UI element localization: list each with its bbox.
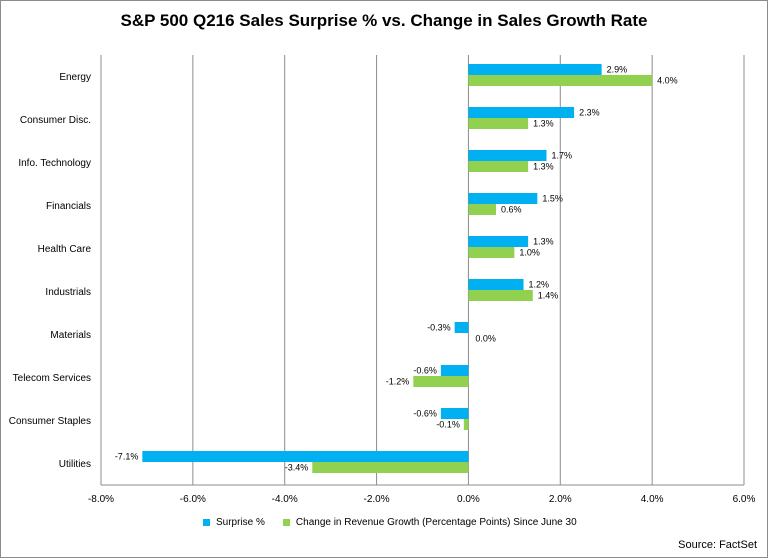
bar-surprise [468,193,538,204]
bar-revenue-growth [312,462,469,473]
data-label-revenue-growth: 1.0% [519,248,540,258]
data-label-surprise: 1.7% [552,151,573,161]
legend-label-surprise: Surprise % [216,517,265,528]
bar-surprise [142,451,469,462]
data-label-revenue-growth: -3.4% [285,463,309,473]
legend: Surprise % Change in Revenue Growth (Per… [203,517,595,528]
bar-revenue-growth [468,161,529,172]
category-label: Info. Technology [18,158,91,169]
data-label-revenue-growth: 0.0% [475,334,496,344]
x-tick-label: -2.0% [364,494,390,505]
x-tick-label: -8.0% [88,494,114,505]
data-label-revenue-growth: 1.3% [533,119,554,129]
data-labels: 2.9%4.0%2.3%1.3%1.7%1.3%1.5%0.6%1.3%1.0%… [115,65,678,473]
x-tick-label: -6.0% [180,494,206,505]
bar-surprise [468,236,529,247]
x-tick-label: 6.0% [733,494,756,505]
data-label-revenue-growth: 1.3% [533,162,554,172]
legend-item-surprise: Surprise % [203,517,265,528]
category-label: Telecom Services [13,373,91,384]
data-label-surprise: -0.3% [427,323,451,333]
category-label: Industrials [45,287,91,298]
category-label: Energy [59,72,91,83]
category-label: Health Care [38,244,92,255]
bar-revenue-growth [468,247,515,258]
category-label: Materials [50,330,91,341]
chart-title: S&P 500 Q216 Sales Surprise % vs. Change… [120,11,648,30]
category-label: Utilities [59,459,91,470]
bar-revenue-growth [468,118,529,129]
legend-swatch-revenue-growth [282,519,290,526]
category-label: Financials [46,201,91,212]
data-label-surprise: -0.6% [413,409,437,419]
x-tick-label: 4.0% [641,494,664,505]
bar-surprise [440,408,469,419]
bar-revenue-growth [463,419,469,430]
bar-surprise [468,64,602,75]
data-label-revenue-growth: -0.1% [436,420,460,430]
x-tick-label: 0.0% [457,494,480,505]
x-tick-label: -4.0% [272,494,298,505]
data-label-surprise: 1.2% [529,280,550,290]
data-label-surprise: -0.6% [413,366,437,376]
bar-surprise [440,365,469,376]
x-axis-ticks: -8.0% -6.0% -4.0% -2.0% 0.0% 2.0% 4.0% 6.0% [88,494,756,505]
gridlines [100,55,745,486]
bar-surprise [468,107,575,118]
legend-swatch-surprise [203,519,210,526]
legend-item-revenue-growth: Change in Revenue Growth (Percentage Poi… [282,517,577,528]
data-label-surprise: -7.1% [115,452,139,462]
source-note: Source: FactSet [678,539,757,551]
data-label-revenue-growth: 1.4% [538,291,559,301]
bar-revenue-growth [468,290,533,301]
bar-revenue-growth [413,376,469,387]
bar-surprise [468,150,547,161]
legend-label-revenue-growth: Change in Revenue Growth (Percentage Poi… [295,517,577,528]
bar-revenue-growth [468,204,496,215]
bar-surprise [454,322,469,333]
category-label: Consumer Disc. [20,115,91,126]
bars [142,64,653,473]
bar-revenue-growth [468,75,653,86]
data-label-surprise: 2.9% [607,65,628,75]
data-label-surprise: 1.5% [542,194,563,204]
data-label-revenue-growth: -1.2% [386,377,410,387]
data-label-revenue-growth: 4.0% [657,76,678,86]
category-label: Consumer Staples [9,416,91,427]
x-tick-label: 2.0% [549,494,572,505]
category-labels: Energy Consumer Disc. Info. Technology Fina… [9,72,92,470]
data-label-surprise: 1.3% [533,237,554,247]
data-label-revenue-growth: 0.6% [501,205,522,215]
bar-surprise [468,279,524,290]
data-label-surprise: 2.3% [579,108,600,118]
